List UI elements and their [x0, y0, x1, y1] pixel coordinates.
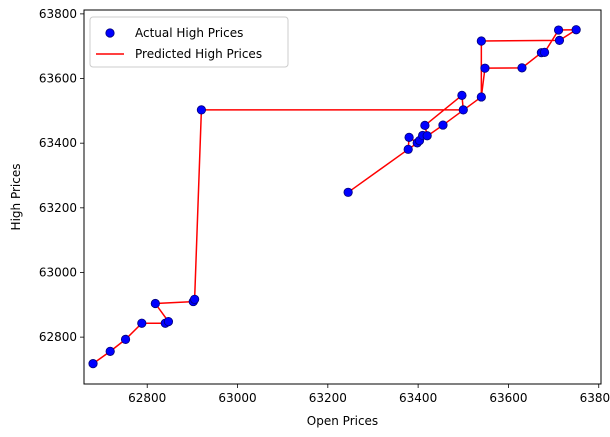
scatter-point — [539, 47, 550, 57]
y-tick-label: 63800 — [39, 7, 77, 21]
scatter-point — [480, 63, 490, 73]
scatter-point — [150, 298, 160, 309]
y-tick-label: 62800 — [39, 330, 77, 344]
scatter-point — [163, 317, 174, 327]
legend-label-predicted: Predicted High Prices — [135, 47, 262, 61]
actual-scatter-series — [88, 25, 581, 369]
scatter-point — [422, 131, 432, 141]
scatter-point — [420, 120, 430, 131]
scatter-point — [458, 105, 468, 115]
x-tick-label: 63200 — [309, 391, 347, 405]
scatter-point — [105, 346, 115, 356]
scatter-point — [137, 318, 147, 328]
legend-label-actual: Actual High Prices — [135, 26, 243, 40]
x-tick-label: 63000 — [218, 391, 256, 405]
x-tick-label: 62800 — [128, 391, 166, 405]
x-tick-label: 63400 — [399, 391, 437, 405]
plot-frame — [83, 9, 602, 385]
scatter-point — [476, 92, 486, 102]
x-tick-label: 63800 — [580, 391, 610, 405]
x-tick-label: 63600 — [489, 391, 527, 405]
legend-marker-actual — [105, 28, 115, 38]
scatter-point — [190, 294, 200, 304]
x-axis: 62800 63000 63200 63400 63600 63800 — [128, 384, 610, 405]
predicted-line-series — [92, 28, 577, 365]
y-tick-label: 63200 — [39, 201, 77, 215]
scatter-point — [457, 90, 467, 100]
y-axis-label: High Prices — [9, 164, 23, 231]
predicted-line — [92, 28, 577, 365]
y-axis: 62800 63000 63200 63400 63600 63800 — [39, 7, 84, 344]
y-tick-label: 63400 — [39, 136, 77, 150]
scatter-point — [404, 132, 414, 142]
scatter-point — [517, 63, 527, 73]
legend-box — [89, 16, 289, 68]
scatter-point — [196, 105, 206, 115]
scatter-point — [571, 25, 581, 35]
scatter-point — [438, 120, 448, 130]
scatter-point — [403, 144, 413, 154]
scatter-point — [343, 187, 353, 197]
scatter-point — [88, 359, 98, 369]
legend: Actual High Prices Predicted High Prices — [89, 16, 289, 68]
scatter-point — [476, 36, 486, 46]
x-axis-label: Open Prices — [307, 414, 378, 428]
scatter-point — [554, 35, 565, 45]
scatter-point — [120, 334, 131, 344]
y-tick-label: 63600 — [39, 72, 77, 86]
scatter-point — [553, 25, 564, 35]
y-tick-label: 63000 — [39, 265, 77, 279]
